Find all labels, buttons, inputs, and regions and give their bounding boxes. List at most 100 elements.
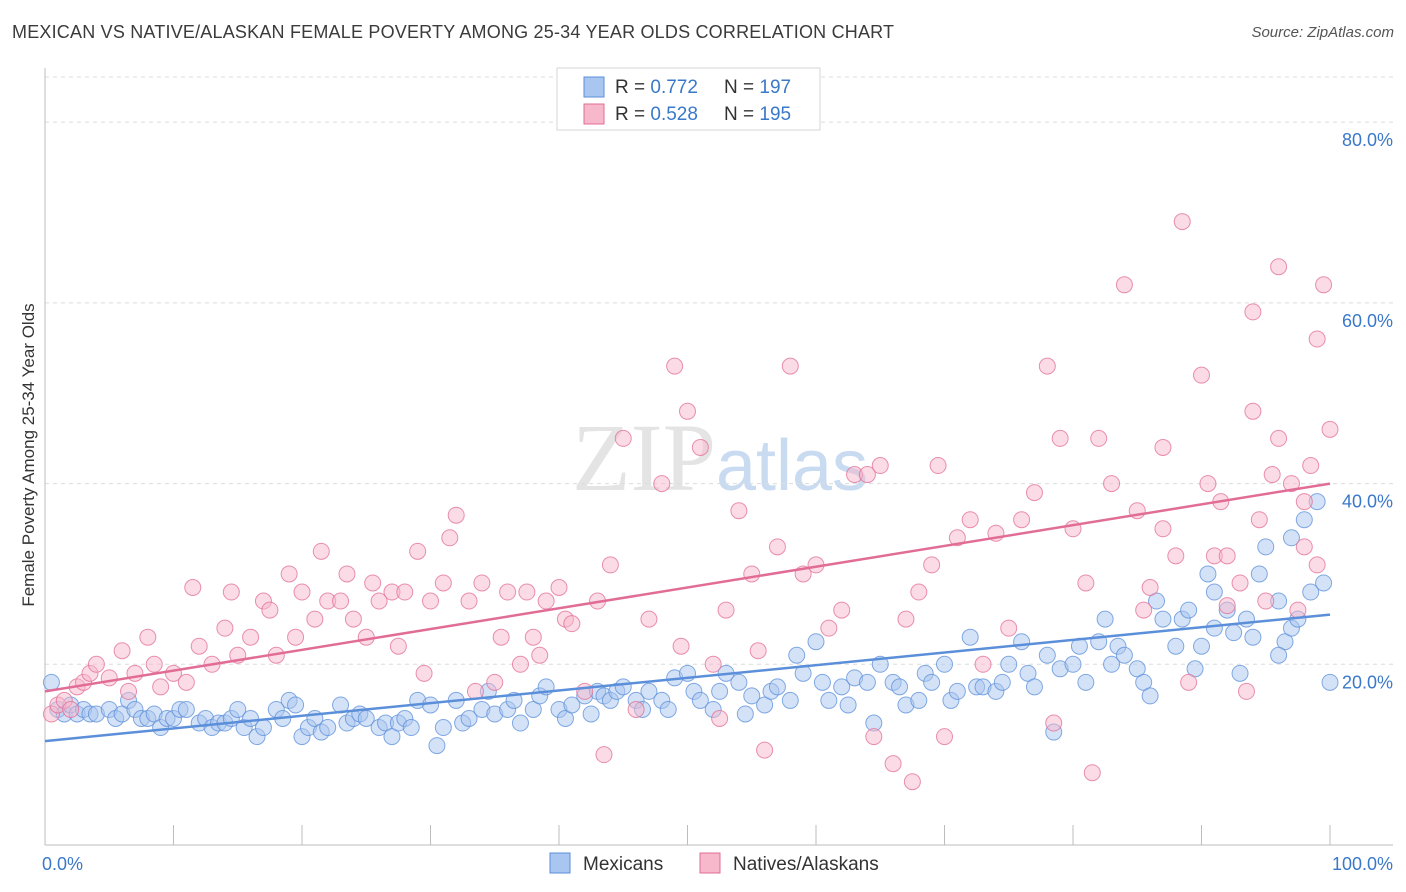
native-point-79 — [749, 642, 767, 660]
mexican-point-164 — [1321, 673, 1339, 691]
native-point-112 — [1103, 475, 1121, 493]
native-point-36 — [357, 628, 375, 646]
native-point-14 — [152, 678, 170, 696]
mexican-point-161 — [1302, 583, 1320, 601]
native-point-99 — [961, 511, 979, 529]
native-point-78 — [743, 565, 761, 583]
native-point-143 — [1154, 438, 1172, 456]
native-point-62 — [576, 682, 594, 700]
y-tick-label-0: 20.0% — [1342, 672, 1393, 692]
x-tick-label-1: 100.0% — [1332, 854, 1393, 874]
mexican-point-136 — [1115, 646, 1133, 664]
mexican-point-144 — [1180, 601, 1198, 619]
mexican-point-0 — [42, 673, 60, 691]
native-point-55 — [518, 583, 536, 601]
mexican-point-70 — [563, 696, 581, 714]
native-point-48 — [460, 592, 478, 610]
native-point-104 — [1025, 484, 1043, 502]
native-point-73 — [691, 438, 709, 456]
chart-title: MEXICAN VS NATIVE/ALASKAN FEMALE POVERTY… — [12, 22, 895, 42]
native-point-120 — [1180, 673, 1198, 691]
natives-trend-line — [44, 482, 1331, 693]
legend-r-label-1: R = — [615, 77, 650, 98]
native-point-113 — [1115, 276, 1133, 294]
mexican-point-146 — [1193, 637, 1210, 655]
native-point-28 — [287, 628, 305, 646]
mexican-point-142 — [1167, 637, 1185, 655]
mexican-point-55 — [434, 719, 452, 737]
native-point-47 — [447, 506, 465, 524]
y-tick-label-3: 80.0% — [1342, 130, 1393, 150]
mexican-point-90 — [730, 673, 748, 691]
native-point-25 — [261, 601, 279, 619]
native-point-35 — [344, 610, 362, 628]
native-point-109 — [1077, 574, 1095, 592]
native-point-67 — [627, 700, 645, 718]
native-point-52 — [492, 628, 510, 646]
native-point-106 — [1045, 714, 1063, 732]
mexican-point-113 — [923, 673, 941, 691]
stats-legend: R = 0.772 N = 197 R = 0.528 N = 195 — [556, 67, 821, 131]
native-point-46 — [441, 529, 459, 547]
svg-text:R = 0.528: R = 0.528 — [615, 104, 698, 125]
legend-r-label-2: R = — [615, 104, 650, 125]
mexican-point-147 — [1199, 565, 1217, 583]
native-point-37 — [364, 574, 382, 592]
native-point-96 — [929, 457, 947, 475]
gridlines — [45, 76, 1393, 665]
native-point-77 — [730, 502, 748, 520]
mexicans-points — [42, 493, 1339, 755]
native-point-45 — [434, 574, 452, 592]
bottom-swatch-mexicans — [549, 852, 571, 874]
native-point-27 — [280, 565, 298, 583]
mexican-point-134 — [1103, 655, 1121, 673]
native-point-97 — [936, 728, 953, 746]
native-point-142 — [1244, 402, 1262, 420]
native-point-138 — [1321, 420, 1339, 438]
legend-n-label-2: N = — [724, 104, 759, 125]
mexican-point-163 — [1315, 574, 1333, 592]
native-point-130 — [1257, 592, 1275, 610]
mexican-point-155 — [1257, 538, 1275, 556]
mexican-point-27 — [229, 700, 247, 718]
mexican-point-111 — [910, 691, 928, 709]
native-point-139 — [1270, 258, 1288, 276]
native-point-126 — [1231, 574, 1249, 592]
native-point-13 — [145, 655, 163, 673]
native-point-72 — [679, 402, 696, 420]
native-point-117 — [1154, 520, 1172, 538]
native-point-66 — [614, 429, 632, 447]
y-tick-label-1: 40.0% — [1342, 492, 1393, 512]
native-point-134 — [1295, 538, 1313, 556]
series-legend: Mexicans Natives/Alaskans — [549, 852, 879, 875]
source-credit: Source: ZipAtlas.com — [1251, 24, 1394, 41]
y-axis-label: Female Poverty Among 25-34 Year Olds — [19, 303, 38, 606]
native-point-64 — [595, 746, 613, 764]
native-point-68 — [640, 610, 658, 628]
mexican-point-40 — [319, 719, 337, 737]
trend-lines — [44, 482, 1331, 743]
mexican-point-114 — [936, 655, 953, 673]
native-point-129 — [1250, 511, 1268, 529]
mexican-point-20 — [177, 700, 195, 718]
mexican-point-131 — [1077, 673, 1095, 691]
native-point-21 — [222, 583, 240, 601]
mexican-point-166 — [1205, 583, 1223, 601]
y-tick-label-2: 60.0% — [1342, 311, 1393, 331]
mexican-point-109 — [891, 678, 909, 696]
legend-r-value-1: 0.772 — [650, 77, 698, 98]
mexican-point-31 — [254, 719, 272, 737]
mexican-point-139 — [1141, 687, 1159, 705]
watermark: ZIPatlas — [572, 404, 868, 511]
native-point-116 — [1141, 578, 1159, 596]
native-point-7 — [87, 655, 105, 673]
mexican-point-116 — [948, 682, 966, 700]
native-point-90 — [871, 457, 889, 475]
native-point-137 — [1315, 276, 1333, 294]
mexican-point-121 — [993, 673, 1011, 691]
native-point-95 — [923, 556, 941, 574]
native-point-54 — [511, 655, 529, 673]
mexican-point-160 — [1295, 511, 1313, 529]
native-point-115 — [1135, 601, 1153, 619]
native-point-9 — [113, 642, 131, 660]
